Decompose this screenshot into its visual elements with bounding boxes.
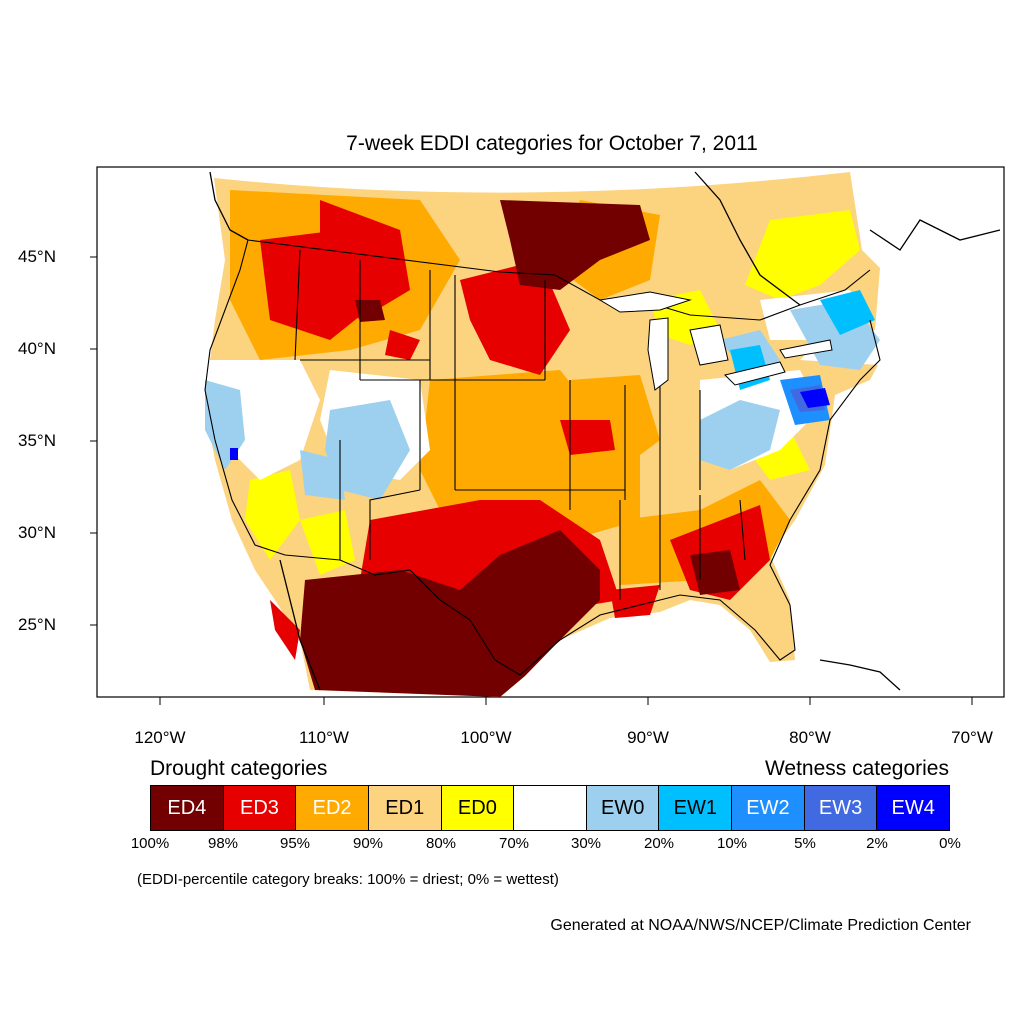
category-legend: ED4 ED3 ED2 ED1 ED0 EW0 EW1 EW2 EW3 EW4 bbox=[150, 785, 950, 831]
legend-tick: 80% bbox=[425, 835, 457, 852]
lon-label-90w: 90°W bbox=[627, 728, 669, 747]
legend-tick-labels: 100% 98% 95% 90% 80% 70% 30% 20% 10% 5% … bbox=[131, 835, 961, 855]
wetness-categories-heading: Wetness categories bbox=[764, 757, 949, 780]
legend-tick: 0% bbox=[939, 835, 961, 852]
lon-label-120w: 120°W bbox=[134, 728, 186, 747]
legend-swatch-normal bbox=[514, 786, 587, 830]
credit-line: Generated at NOAA/NWS/NCEP/Climate Predi… bbox=[550, 917, 971, 934]
lon-label-110w: 110°W bbox=[299, 728, 349, 747]
legend-swatch-ed4: ED4 bbox=[151, 786, 224, 830]
lon-label-100w: 100°W bbox=[460, 728, 512, 747]
legend-swatch-ew3: EW3 bbox=[804, 786, 878, 830]
ew4-regions bbox=[230, 388, 830, 460]
legend-tick: 98% bbox=[207, 835, 239, 852]
legend-tick: 2% bbox=[866, 835, 888, 852]
legend-tick: 30% bbox=[570, 835, 602, 852]
great-lakes bbox=[598, 291, 833, 391]
map-title: 7-week EDDI categories for October 7, 20… bbox=[346, 132, 758, 155]
legend-swatch-ew4: EW4 bbox=[877, 786, 950, 830]
legend-tick: 10% bbox=[716, 835, 748, 852]
legend-swatch-ew1: EW1 bbox=[659, 786, 733, 830]
legend-swatch-ew0: EW0 bbox=[586, 786, 660, 830]
legend-swatch-ew2: EW2 bbox=[732, 786, 805, 830]
lat-label-45n: 45°N bbox=[18, 247, 56, 266]
lat-label-30n: 30°N bbox=[18, 523, 56, 542]
legend-swatch-ed3: ED3 bbox=[223, 786, 297, 830]
legend-tick: 95% bbox=[279, 835, 311, 852]
eddi-map bbox=[90, 166, 1005, 705]
lon-label-80w: 80°W bbox=[789, 728, 831, 747]
drought-categories-heading: Drought categories bbox=[150, 757, 328, 780]
lat-label-35n: 35°N bbox=[18, 431, 56, 450]
legend-tick: 100% bbox=[130, 835, 170, 852]
lat-label-40n: 40°N bbox=[18, 339, 56, 358]
legend-tick: 70% bbox=[498, 835, 530, 852]
axis-ticks bbox=[90, 256, 973, 705]
lat-label-25n: 25°N bbox=[18, 615, 56, 634]
lon-label-70w: 70°W bbox=[951, 728, 993, 747]
legend-tick: 90% bbox=[352, 835, 384, 852]
category-breaks-note: (EDDI-percentile category breaks: 100% =… bbox=[137, 871, 559, 888]
legend-tick: 20% bbox=[643, 835, 675, 852]
legend-tick: 5% bbox=[794, 835, 816, 852]
legend-swatch-ed0: ED0 bbox=[441, 786, 515, 830]
legend-swatch-ed2: ED2 bbox=[296, 786, 369, 830]
coastlines bbox=[209, 171, 1001, 691]
legend-swatch-ed1: ED1 bbox=[368, 786, 442, 830]
ed4-regions bbox=[300, 200, 740, 697]
